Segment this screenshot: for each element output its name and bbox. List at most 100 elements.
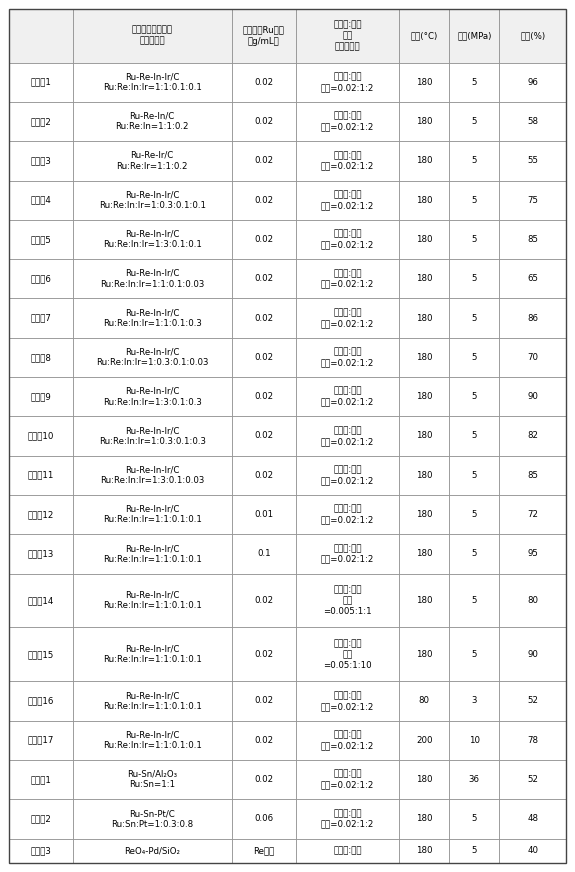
Text: 95: 95 <box>527 549 538 558</box>
Bar <box>232 495 296 535</box>
Text: 5: 5 <box>472 814 477 823</box>
Bar <box>500 181 566 220</box>
Text: 5: 5 <box>472 847 477 855</box>
Bar <box>500 298 566 337</box>
Text: Ru-Re-In-Ir/C
Ru:Re:In:Ir=1:3:0.1:0.3: Ru-Re-In-Ir/C Ru:Re:In:Ir=1:3:0.1:0.3 <box>103 387 202 406</box>
Text: 催化剂:己二
酸水=0.02:1:2: 催化剂:己二 酸水=0.02:1:2 <box>321 426 374 446</box>
Bar <box>73 377 232 416</box>
Text: 实施例14: 实施例14 <box>28 596 54 605</box>
Bar <box>500 720 566 760</box>
Text: 52: 52 <box>527 697 538 705</box>
Text: 5: 5 <box>472 549 477 558</box>
Bar <box>232 298 296 337</box>
Bar <box>9 720 73 760</box>
Bar <box>73 102 232 141</box>
Text: 5: 5 <box>472 275 477 283</box>
Bar <box>399 760 449 800</box>
Text: 5: 5 <box>472 117 477 126</box>
Bar <box>500 9 566 63</box>
Text: 温度(°C): 温度(°C) <box>411 31 438 40</box>
Text: 0.02: 0.02 <box>254 596 273 605</box>
Text: 180: 180 <box>416 156 432 166</box>
Bar <box>500 574 566 628</box>
Text: 55: 55 <box>527 156 538 166</box>
Bar <box>399 337 449 377</box>
Bar <box>399 141 449 181</box>
Text: 3: 3 <box>472 697 477 705</box>
Text: 82: 82 <box>527 432 538 440</box>
Bar <box>73 535 232 574</box>
Bar <box>73 9 232 63</box>
Text: 0.02: 0.02 <box>254 78 273 86</box>
Text: Ru-Re-Ir/C
Ru:Re:Ir=1:1:0.2: Ru-Re-Ir/C Ru:Re:Ir=1:1:0.2 <box>117 151 188 171</box>
Text: 催化剂:己二
酸水=0.02:1:2: 催化剂:己二 酸水=0.02:1:2 <box>321 269 374 289</box>
Bar <box>500 337 566 377</box>
Text: 实施例7: 实施例7 <box>30 314 51 323</box>
Bar <box>9 220 73 259</box>
Bar <box>73 298 232 337</box>
Bar <box>399 800 449 839</box>
Text: 催化剂:己二
酸水=0.02:1:2: 催化剂:己二 酸水=0.02:1:2 <box>321 72 374 92</box>
Text: 5: 5 <box>472 156 477 166</box>
Text: Ru-Re-In-Ir/C
Ru:Re:In:Ir=1:0.3:0.1:0.1: Ru-Re-In-Ir/C Ru:Re:In:Ir=1:0.3:0.1:0.1 <box>99 190 206 210</box>
Text: 180: 180 <box>416 549 432 558</box>
Bar <box>9 377 73 416</box>
Bar <box>73 628 232 681</box>
Bar <box>500 102 566 141</box>
Bar <box>9 9 73 63</box>
Text: 催化剂:己二
酸水=0.02:1:2: 催化剂:己二 酸水=0.02:1:2 <box>321 466 374 485</box>
Text: 催化剂:己二
酸水=0.02:1:2: 催化剂:己二 酸水=0.02:1:2 <box>321 809 374 828</box>
Bar <box>296 337 399 377</box>
Text: 5: 5 <box>472 392 477 401</box>
Text: 180: 180 <box>416 775 432 784</box>
Bar <box>500 760 566 800</box>
Text: Re含量: Re含量 <box>253 847 274 855</box>
Bar <box>449 720 500 760</box>
Bar <box>449 628 500 681</box>
Text: 180: 180 <box>416 510 432 519</box>
Bar <box>449 456 500 495</box>
Text: 催化剂:己二
酸水=0.02:1:2: 催化剂:己二 酸水=0.02:1:2 <box>321 691 374 711</box>
Bar <box>500 63 566 102</box>
Bar <box>9 681 73 720</box>
Text: 实施例2: 实施例2 <box>30 117 51 126</box>
Text: 实施例13: 实施例13 <box>28 549 54 558</box>
Bar <box>9 141 73 181</box>
Bar <box>296 141 399 181</box>
Bar <box>296 9 399 63</box>
Text: 催化剂:己二
酸水=0.02:1:2: 催化剂:己二 酸水=0.02:1:2 <box>321 731 374 750</box>
Bar <box>296 259 399 298</box>
Text: 180: 180 <box>416 353 432 362</box>
Text: 比较例1: 比较例1 <box>30 775 51 784</box>
Bar <box>500 259 566 298</box>
Bar <box>449 416 500 456</box>
Text: 实施例15: 实施例15 <box>28 650 54 659</box>
Text: 实施例5: 实施例5 <box>30 235 51 244</box>
Bar <box>399 574 449 628</box>
Bar <box>449 102 500 141</box>
Text: 比较例2: 比较例2 <box>30 814 51 823</box>
Text: 0.02: 0.02 <box>254 353 273 362</box>
Bar <box>399 220 449 259</box>
Bar <box>296 416 399 456</box>
Bar <box>73 574 232 628</box>
Bar <box>399 681 449 720</box>
Bar <box>296 839 399 863</box>
Text: 5: 5 <box>472 235 477 244</box>
Text: 实施例10: 实施例10 <box>28 432 54 440</box>
Bar <box>9 574 73 628</box>
Text: 比较例3: 比较例3 <box>30 847 51 855</box>
Bar <box>73 63 232 102</box>
Text: 48: 48 <box>527 814 538 823</box>
Bar <box>73 416 232 456</box>
Bar <box>449 839 500 863</box>
Bar <box>232 681 296 720</box>
Text: 催化剂:己二: 催化剂:己二 <box>333 847 362 855</box>
Bar <box>449 9 500 63</box>
Text: 90: 90 <box>527 650 538 659</box>
Text: 5: 5 <box>472 510 477 519</box>
Bar <box>73 259 232 298</box>
Text: 实施例6: 实施例6 <box>30 275 51 283</box>
Text: 催化剂:己二
酸水=0.02:1:2: 催化剂:己二 酸水=0.02:1:2 <box>321 544 374 564</box>
Bar <box>449 181 500 220</box>
